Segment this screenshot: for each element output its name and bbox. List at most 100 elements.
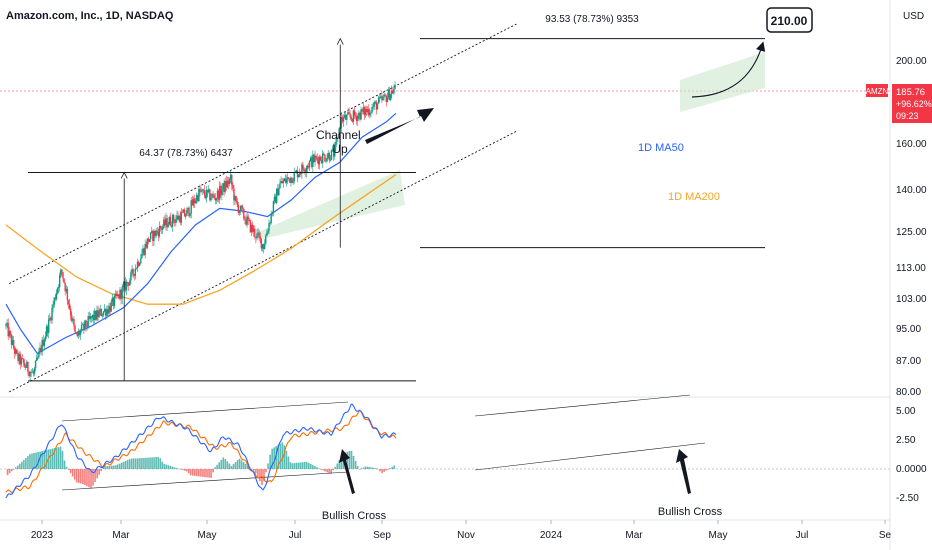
candle xyxy=(108,302,110,316)
histogram-bar xyxy=(228,463,231,469)
candle xyxy=(78,329,81,338)
histogram-bar xyxy=(367,466,369,469)
histogram-bar xyxy=(122,461,125,469)
histogram-bar xyxy=(78,469,80,483)
histogram-bar xyxy=(283,445,286,469)
candle xyxy=(325,157,327,164)
macd-trendline-2 xyxy=(61,471,349,491)
bullish-cross-arrow-2 xyxy=(676,449,691,494)
histogram-bar xyxy=(338,460,341,469)
candle xyxy=(296,166,299,183)
candle xyxy=(346,113,348,126)
candle xyxy=(176,210,178,223)
histogram-bar xyxy=(281,442,284,469)
histogram-bar xyxy=(295,462,298,469)
candle xyxy=(103,304,106,313)
candle xyxy=(69,305,72,321)
candle xyxy=(194,197,197,205)
candle xyxy=(254,225,256,240)
candle xyxy=(274,193,277,204)
candle xyxy=(322,150,324,169)
candle xyxy=(132,267,134,279)
histogram-bar xyxy=(350,450,353,469)
histogram-bar xyxy=(98,469,100,475)
histogram-bar xyxy=(130,458,133,469)
measure-label-2024: 93.53 (78.73%) 9353 xyxy=(545,14,639,25)
histogram-bar xyxy=(61,450,64,469)
candle xyxy=(40,344,42,356)
candle xyxy=(392,86,394,94)
candle xyxy=(368,104,370,118)
candle xyxy=(163,216,165,229)
candle xyxy=(238,209,241,216)
candle xyxy=(245,214,247,226)
candle xyxy=(45,324,48,339)
histogram-bar xyxy=(393,465,396,469)
ma200-layer xyxy=(5,174,397,305)
candle xyxy=(350,114,352,122)
histogram-bar xyxy=(104,466,107,469)
candle xyxy=(157,228,160,242)
macd-y-tick-label: 5.00 xyxy=(896,406,916,417)
candle xyxy=(49,313,51,321)
histogram-bar xyxy=(194,469,196,476)
candle xyxy=(203,185,206,199)
candle xyxy=(106,305,108,319)
histogram-bar xyxy=(232,464,235,469)
candle xyxy=(141,248,143,259)
histogram-bar xyxy=(173,467,176,469)
candle xyxy=(63,278,65,284)
candle xyxy=(183,207,186,217)
y-tick-label: 160.00 xyxy=(896,139,927,150)
candle xyxy=(19,351,21,370)
histogram-bar xyxy=(167,465,170,469)
candle xyxy=(153,228,155,247)
candle xyxy=(389,93,392,101)
candle xyxy=(349,110,351,120)
candle xyxy=(242,204,244,214)
histogram-bar xyxy=(161,461,164,469)
candle xyxy=(8,327,10,339)
candle xyxy=(133,274,135,281)
histogram-bar xyxy=(364,466,367,469)
candle xyxy=(61,268,63,277)
ma50-line xyxy=(5,112,397,355)
candle xyxy=(142,244,144,256)
price-box xyxy=(892,84,932,123)
histogram-bar xyxy=(196,469,198,477)
histogram-bar xyxy=(165,464,168,469)
candle xyxy=(170,221,173,229)
channel-highlight-2023 xyxy=(258,170,405,240)
candle xyxy=(72,317,74,324)
candles-layer xyxy=(5,81,396,381)
histogram-bar xyxy=(377,468,379,470)
candle xyxy=(54,294,57,302)
histogram-bar xyxy=(71,469,74,477)
histogram-bar xyxy=(263,469,265,482)
histogram-bar xyxy=(208,469,210,478)
candle xyxy=(374,100,377,105)
histogram-bar xyxy=(169,465,172,469)
candle xyxy=(149,232,152,243)
candle xyxy=(100,308,103,317)
macd-trendline-4 xyxy=(474,442,706,471)
candle xyxy=(290,176,292,187)
histogram-bar xyxy=(126,460,129,469)
candle xyxy=(14,346,16,359)
candle xyxy=(182,208,185,213)
candle xyxy=(292,177,294,186)
histogram-bar xyxy=(255,469,257,474)
candle xyxy=(224,177,226,194)
candle xyxy=(171,213,174,232)
histogram-bar xyxy=(379,469,381,472)
candle xyxy=(244,216,246,225)
channel-lower-line xyxy=(8,130,519,393)
candle xyxy=(18,351,20,366)
histogram-bar xyxy=(271,448,273,469)
candle xyxy=(377,95,380,104)
candle xyxy=(140,253,142,264)
candle xyxy=(373,100,375,110)
candle xyxy=(10,333,13,350)
histogram-bar xyxy=(202,469,204,477)
histogram-bar xyxy=(336,463,339,469)
